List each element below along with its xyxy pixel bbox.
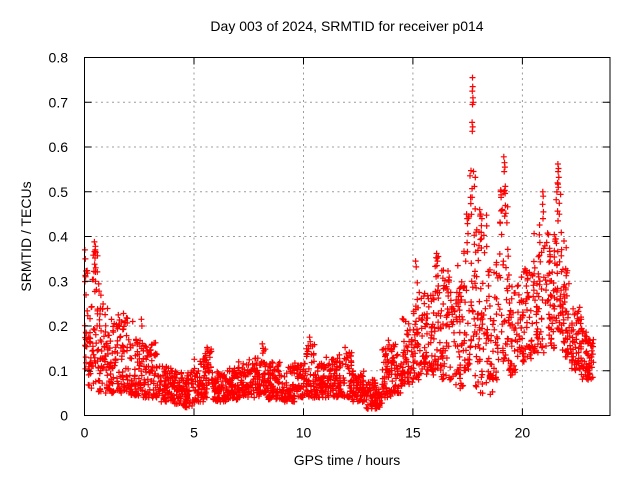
y-tick-label: 0 [60, 408, 68, 424]
x-tick-label: 0 [81, 425, 89, 441]
x-tick-label: 15 [405, 425, 421, 441]
x-tick-labels: 0 5 10 15 20 [81, 425, 531, 441]
chart-title: Day 003 of 2024, SRMTID for receiver p01… [210, 18, 483, 34]
y-tick-labels: 0 0.1 0.2 0.3 0.4 0.5 0.6 0.7 0.8 [49, 50, 69, 424]
y-tick-label: 0.1 [49, 363, 69, 379]
y-tick-label: 0.8 [49, 50, 69, 66]
y-tick-label: 0.7 [49, 94, 69, 110]
x-tick-label: 10 [296, 425, 312, 441]
scatter-points [81, 74, 597, 412]
grid-dotted-lines [84, 57, 610, 416]
y-tick-label: 0.4 [49, 229, 69, 245]
x-tick-label: 5 [190, 425, 198, 441]
x-tick-label: 20 [515, 425, 531, 441]
y-tick-label: 0.6 [49, 139, 69, 155]
y-axis-label: SRMTID / TECUs [18, 181, 34, 291]
x-axis-label: GPS time / hours [294, 452, 401, 468]
y-tick-label: 0.2 [49, 318, 69, 334]
y-tick-label: 0.3 [49, 273, 69, 289]
y-tick-label: 0.5 [49, 184, 69, 200]
axis-tick-marks [84, 57, 610, 416]
gridlines [84, 57, 610, 416]
